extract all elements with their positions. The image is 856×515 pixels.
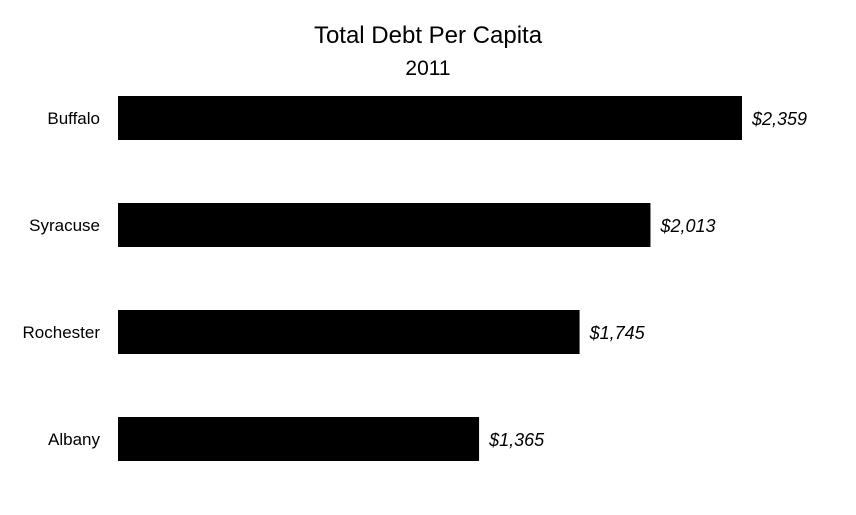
bar-syracuse	[118, 203, 651, 247]
bar-rochester	[118, 310, 580, 354]
category-label: Albany	[48, 430, 100, 449]
bar-buffalo	[118, 96, 742, 140]
chart-title: Total Debt Per Capita	[314, 22, 543, 49]
value-label: $1,365	[488, 430, 545, 450]
chart-subtitle: 2011	[405, 57, 450, 80]
category-label: Rochester	[23, 323, 101, 342]
value-label: $2,359	[751, 109, 807, 129]
bar-albany	[118, 417, 480, 461]
category-label: Syracuse	[29, 216, 100, 235]
plot-area: Buffalo $2,359 Syracuse $2,013 Rochester $1,7…	[23, 96, 807, 461]
category-label: Buffalo	[47, 109, 100, 128]
value-label: $2,013	[659, 216, 715, 236]
value-label: $1,745	[589, 323, 646, 343]
